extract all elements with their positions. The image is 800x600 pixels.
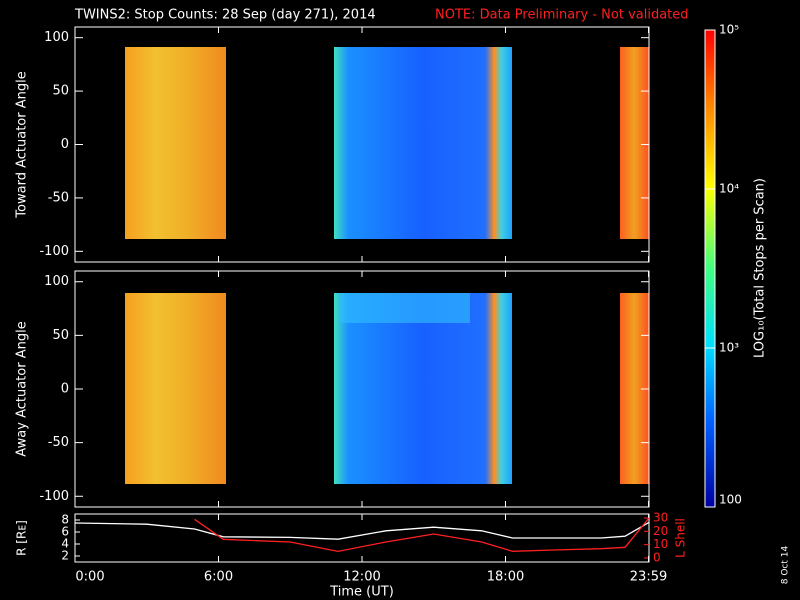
date-stamp: 8 Oct 14 xyxy=(781,545,791,584)
y-tick-label: 100 xyxy=(44,30,69,45)
x-tick-label: 12:00 xyxy=(343,570,380,585)
colorbar-tick-label: 100 xyxy=(719,493,742,507)
spectrogram-block xyxy=(125,293,226,484)
series-line xyxy=(194,517,649,552)
colorbar-tick-label: 10³ xyxy=(719,341,739,355)
y-tick-label: 0 xyxy=(61,382,69,397)
y-axis-label: Away Actuator Angle xyxy=(15,321,30,456)
y-tick-label: -100 xyxy=(39,244,69,259)
chart-title: TWINS2: Stop Counts: 28 Sep (day 271), 2… xyxy=(74,8,376,23)
x-axis-label: Time (UT) xyxy=(329,585,394,600)
spectrogram xyxy=(125,47,649,484)
y-tick-label: 8 xyxy=(61,513,69,527)
spectrogram-block xyxy=(620,47,649,239)
y-tick-label: 0 xyxy=(61,137,69,152)
series-line xyxy=(75,521,649,540)
note: NOTE: Data Preliminary - Not validated xyxy=(435,8,689,23)
y2-tick-label: 0 xyxy=(653,551,661,565)
y-tick-label: -50 xyxy=(48,190,69,205)
colorbar-tick-label: 10⁵ xyxy=(719,23,739,37)
y-tick-label: 2 xyxy=(61,549,69,563)
y2-tick-label: 20 xyxy=(653,524,668,538)
x-tick-label: 6:00 xyxy=(204,570,233,585)
y-tick-label: -50 xyxy=(48,435,69,450)
y2-tick-label: 10 xyxy=(653,537,668,551)
y-tick-label: 100 xyxy=(44,274,69,289)
colorbar-label: LOG₁₀(Total Stops per Scan) xyxy=(753,178,768,358)
y-tick-label: 6 xyxy=(61,525,69,539)
spectrogram-block xyxy=(334,47,512,239)
y-tick-label: 4 xyxy=(61,537,69,551)
y2-tick-label: 30 xyxy=(653,511,668,525)
spectrogram-block xyxy=(334,293,512,484)
y-tick-label: -100 xyxy=(39,489,69,504)
colorbar xyxy=(704,29,716,508)
spectrogram-block xyxy=(125,47,226,239)
spectrogram-block xyxy=(340,293,470,323)
colorbar-tick-label: 10⁴ xyxy=(719,182,739,196)
y-axis-label: R [Rᴇ] xyxy=(15,520,29,556)
y-axis-label: Toward Actuator Angle xyxy=(15,71,30,218)
x-tick-label: 23:59 xyxy=(630,570,667,585)
y-tick-label: 50 xyxy=(52,328,69,343)
y-tick-label: 50 xyxy=(52,84,69,99)
y2-axis-label: L Shell xyxy=(674,518,688,558)
x-tick-label: 0:00 xyxy=(75,570,104,585)
x-tick-label: 18:00 xyxy=(487,570,524,585)
